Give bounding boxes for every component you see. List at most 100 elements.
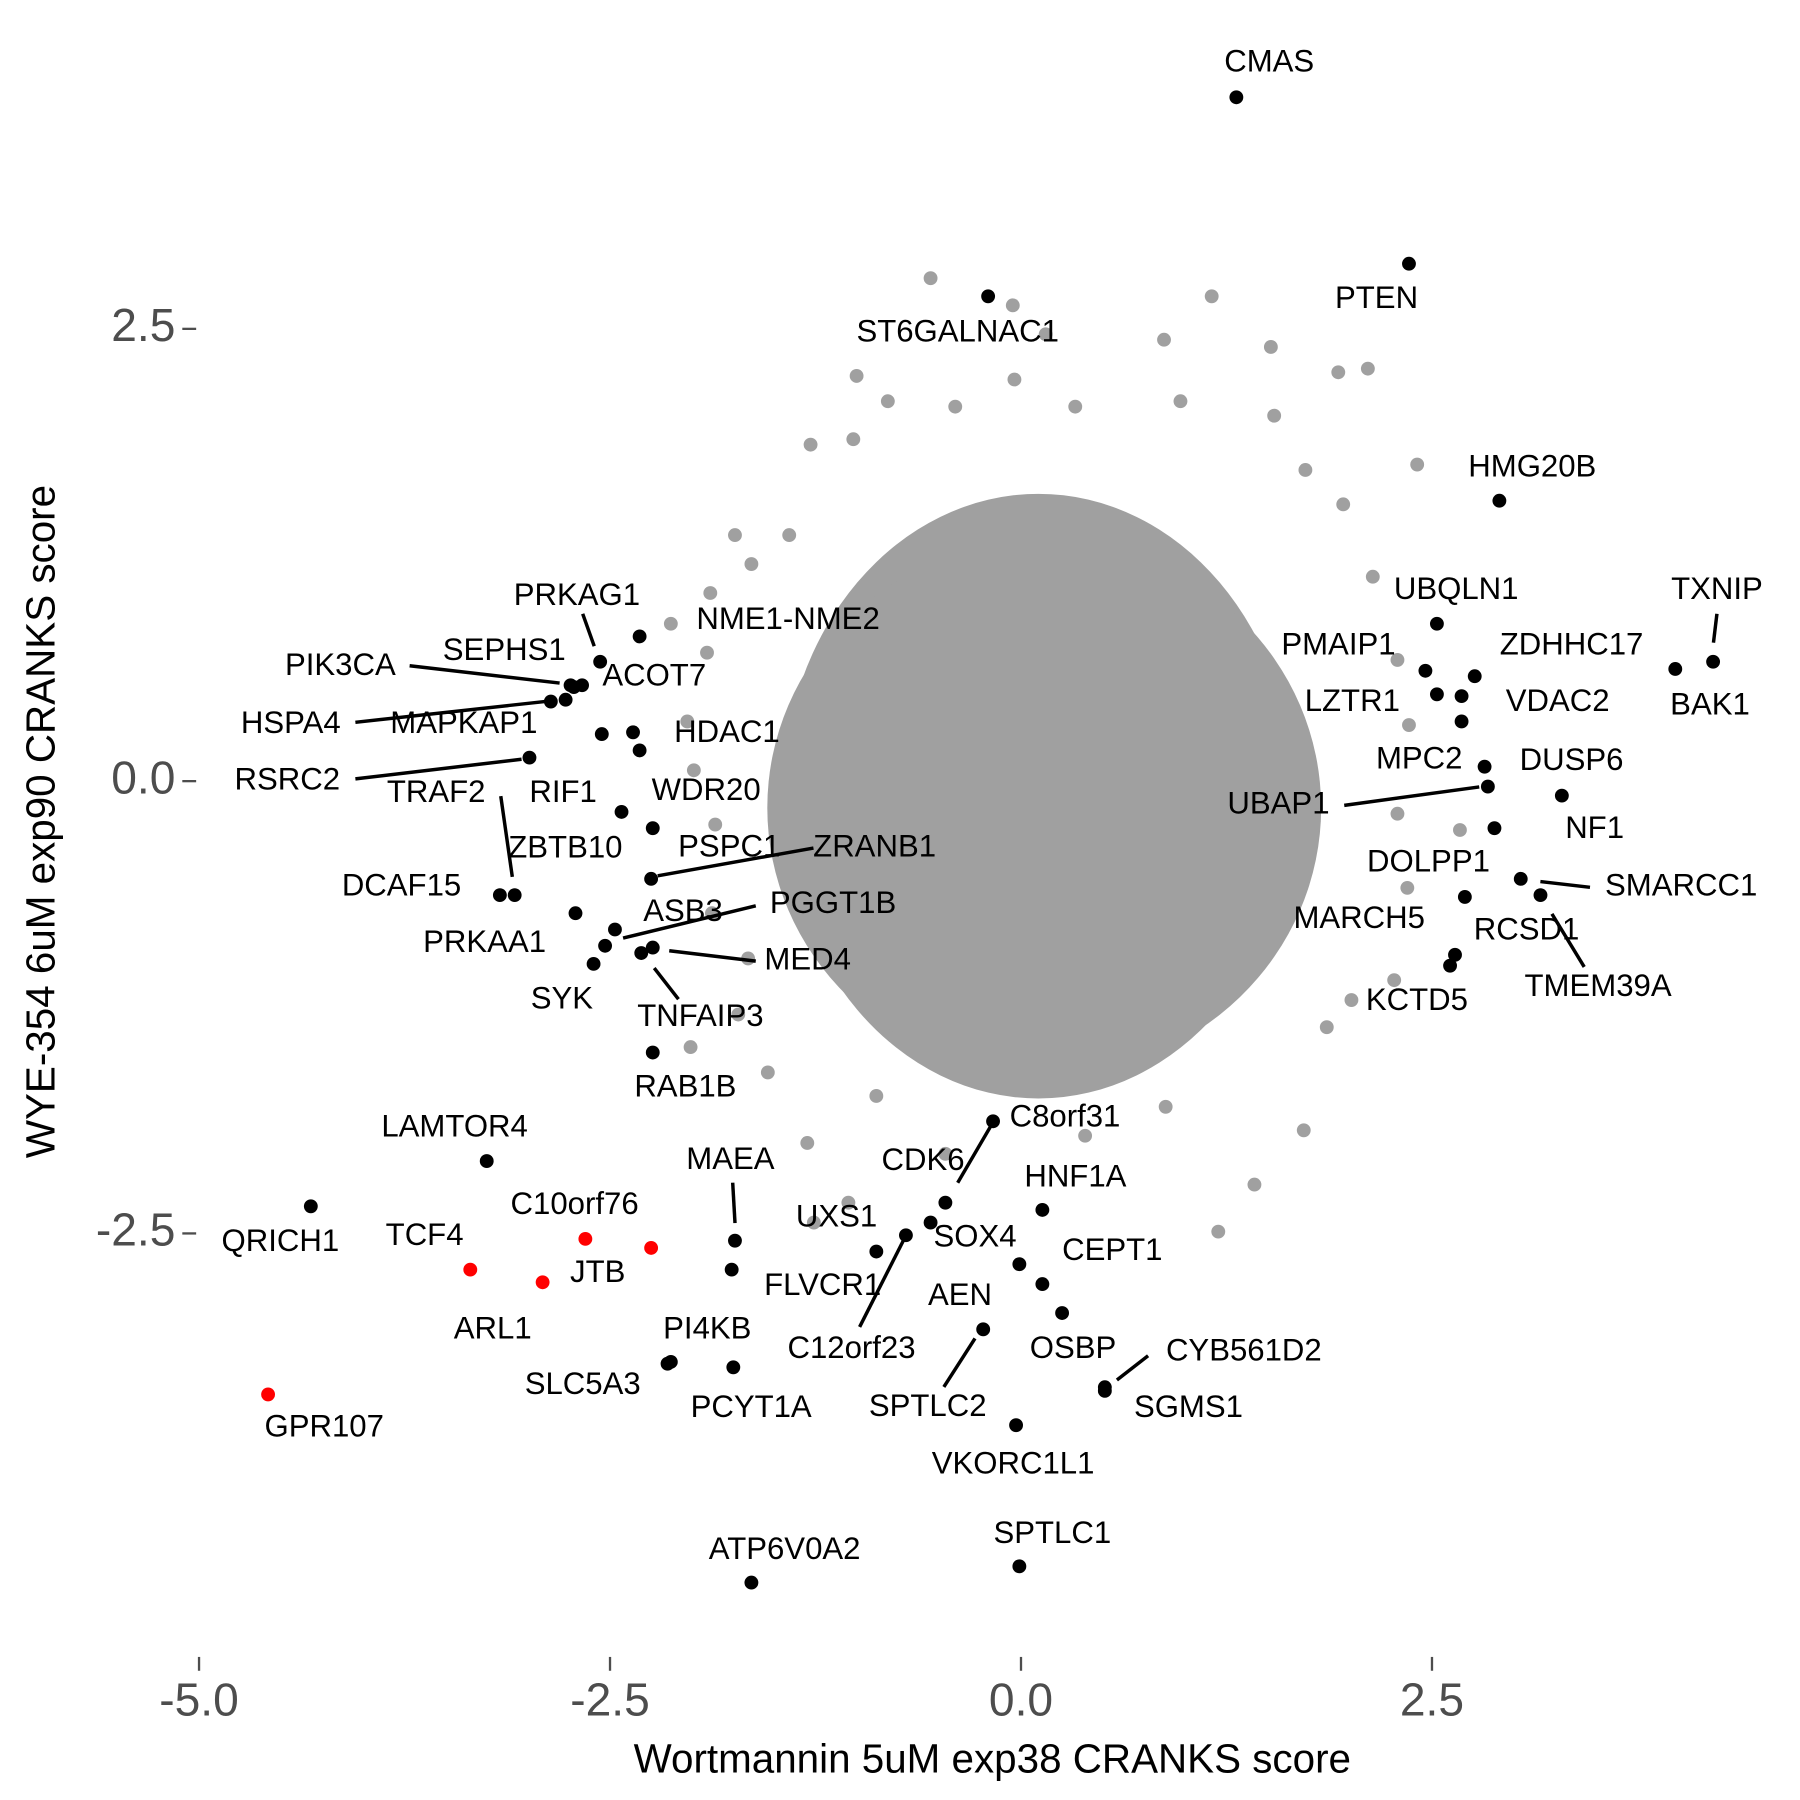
background-point xyxy=(744,557,759,571)
highlight-point xyxy=(1012,1257,1027,1272)
point-label: ZBTB10 xyxy=(508,829,622,864)
highlight-point xyxy=(726,1360,741,1375)
background-point xyxy=(1173,394,1188,409)
point-label: SLC5A3 xyxy=(525,1366,641,1401)
leader-line xyxy=(1711,613,1719,643)
background-point xyxy=(1387,973,1402,988)
background-point xyxy=(1331,365,1346,380)
highlight-point xyxy=(593,654,608,669)
highlight-point xyxy=(728,1233,742,1248)
highlight-point xyxy=(563,678,578,693)
background-point xyxy=(1068,399,1083,414)
highlight-point xyxy=(1229,90,1244,105)
point-label: TCF4 xyxy=(386,1217,464,1252)
leader-line xyxy=(409,664,560,685)
background-point xyxy=(1038,327,1053,342)
y-axis-title: WYE-354 6uM exp90 CRANKS score xyxy=(18,485,64,1158)
point-label: DOLPP1 xyxy=(1367,843,1490,878)
background-point xyxy=(760,1065,775,1080)
point-label: RSRC2 xyxy=(235,761,341,796)
highlight-point xyxy=(586,956,601,971)
highlight-point xyxy=(1443,958,1457,973)
point-label: DUSP6 xyxy=(1520,742,1624,777)
background-point xyxy=(803,437,818,452)
background-point xyxy=(1410,457,1425,472)
point-label: NF1 xyxy=(1565,810,1624,845)
point-label: TMEM39A xyxy=(1525,968,1672,1003)
highlight-point xyxy=(1480,779,1495,794)
y-tick-label: 2.5 xyxy=(111,299,175,351)
highlight-point xyxy=(632,629,647,644)
point-label: SOX4 xyxy=(933,1218,1016,1253)
point-label: ST6GALNAC1 xyxy=(856,314,1059,349)
background-point xyxy=(800,1136,815,1150)
highlight-point xyxy=(522,750,537,765)
background-point xyxy=(1078,1128,1093,1143)
point-label: ASB3 xyxy=(643,893,723,928)
point-label: MED4 xyxy=(764,941,851,976)
highlight-point xyxy=(492,888,507,903)
background-point xyxy=(1247,1177,1262,1192)
highlight-point xyxy=(1457,890,1472,904)
point-label: NME1-NME2 xyxy=(696,601,879,636)
y-tick-label: -2.5 xyxy=(96,1204,176,1256)
background-point xyxy=(1005,298,1020,313)
background-point xyxy=(806,1215,821,1230)
point-label: JTB xyxy=(570,1254,625,1289)
background-point xyxy=(1296,1123,1311,1138)
point-label: PRKAG1 xyxy=(514,577,640,612)
highlight-point xyxy=(1402,256,1416,271)
background-point xyxy=(1204,289,1219,304)
highlight-point xyxy=(645,1045,660,1060)
leader-line xyxy=(355,757,522,781)
background-point xyxy=(1211,1224,1226,1239)
highlight-point xyxy=(869,1244,884,1259)
point-label: WDR20 xyxy=(652,772,761,807)
highlight-point xyxy=(1012,1559,1027,1574)
background-point xyxy=(683,1040,698,1055)
point-label: PMAIP1 xyxy=(1281,626,1395,661)
point-label: HNF1A xyxy=(1024,1158,1126,1193)
highlight-point xyxy=(981,289,996,304)
background-point xyxy=(1336,497,1351,512)
highlight-point xyxy=(1487,821,1502,836)
leader-line xyxy=(355,699,545,725)
highlight-point xyxy=(644,1240,659,1255)
point-label: ACOT7 xyxy=(602,658,706,693)
point-label: DCAF15 xyxy=(342,868,461,903)
background-point xyxy=(880,394,895,409)
highlight-point xyxy=(614,804,629,819)
background-point xyxy=(703,586,718,600)
point-label: TXNIP xyxy=(1671,571,1763,606)
background-point xyxy=(948,399,963,414)
leader-line xyxy=(581,613,596,647)
leader-line xyxy=(858,1239,906,1328)
point-label: C8orf31 xyxy=(1010,1098,1121,1133)
highlight-point xyxy=(632,743,647,758)
point-label: SGMS1 xyxy=(1134,1389,1243,1424)
leader-line xyxy=(1343,785,1480,808)
leader-line xyxy=(499,795,515,878)
point-label: PRKAA1 xyxy=(423,924,546,959)
background-point xyxy=(728,528,742,543)
point-label: PGGT1B xyxy=(770,885,896,920)
highlight-point xyxy=(1706,654,1721,669)
point-label: ZRANB1 xyxy=(813,828,936,863)
x-tick-label: -2.5 xyxy=(570,1673,650,1725)
background-point xyxy=(1298,463,1313,477)
highlight-point xyxy=(1477,759,1492,774)
highlight-point xyxy=(744,1575,759,1590)
point-label: LZTR1 xyxy=(1305,683,1400,718)
highlight-point xyxy=(568,906,583,921)
background-point xyxy=(938,1146,953,1161)
highlight-point xyxy=(1554,788,1569,803)
point-label: SPTLC2 xyxy=(869,1388,987,1423)
highlight-point xyxy=(938,1195,953,1210)
highlight-point xyxy=(507,888,522,903)
point-label: SYK xyxy=(531,981,594,1016)
leader-line xyxy=(652,967,680,1001)
highlight-point xyxy=(1454,689,1469,704)
highlight-point xyxy=(1009,1418,1023,1433)
